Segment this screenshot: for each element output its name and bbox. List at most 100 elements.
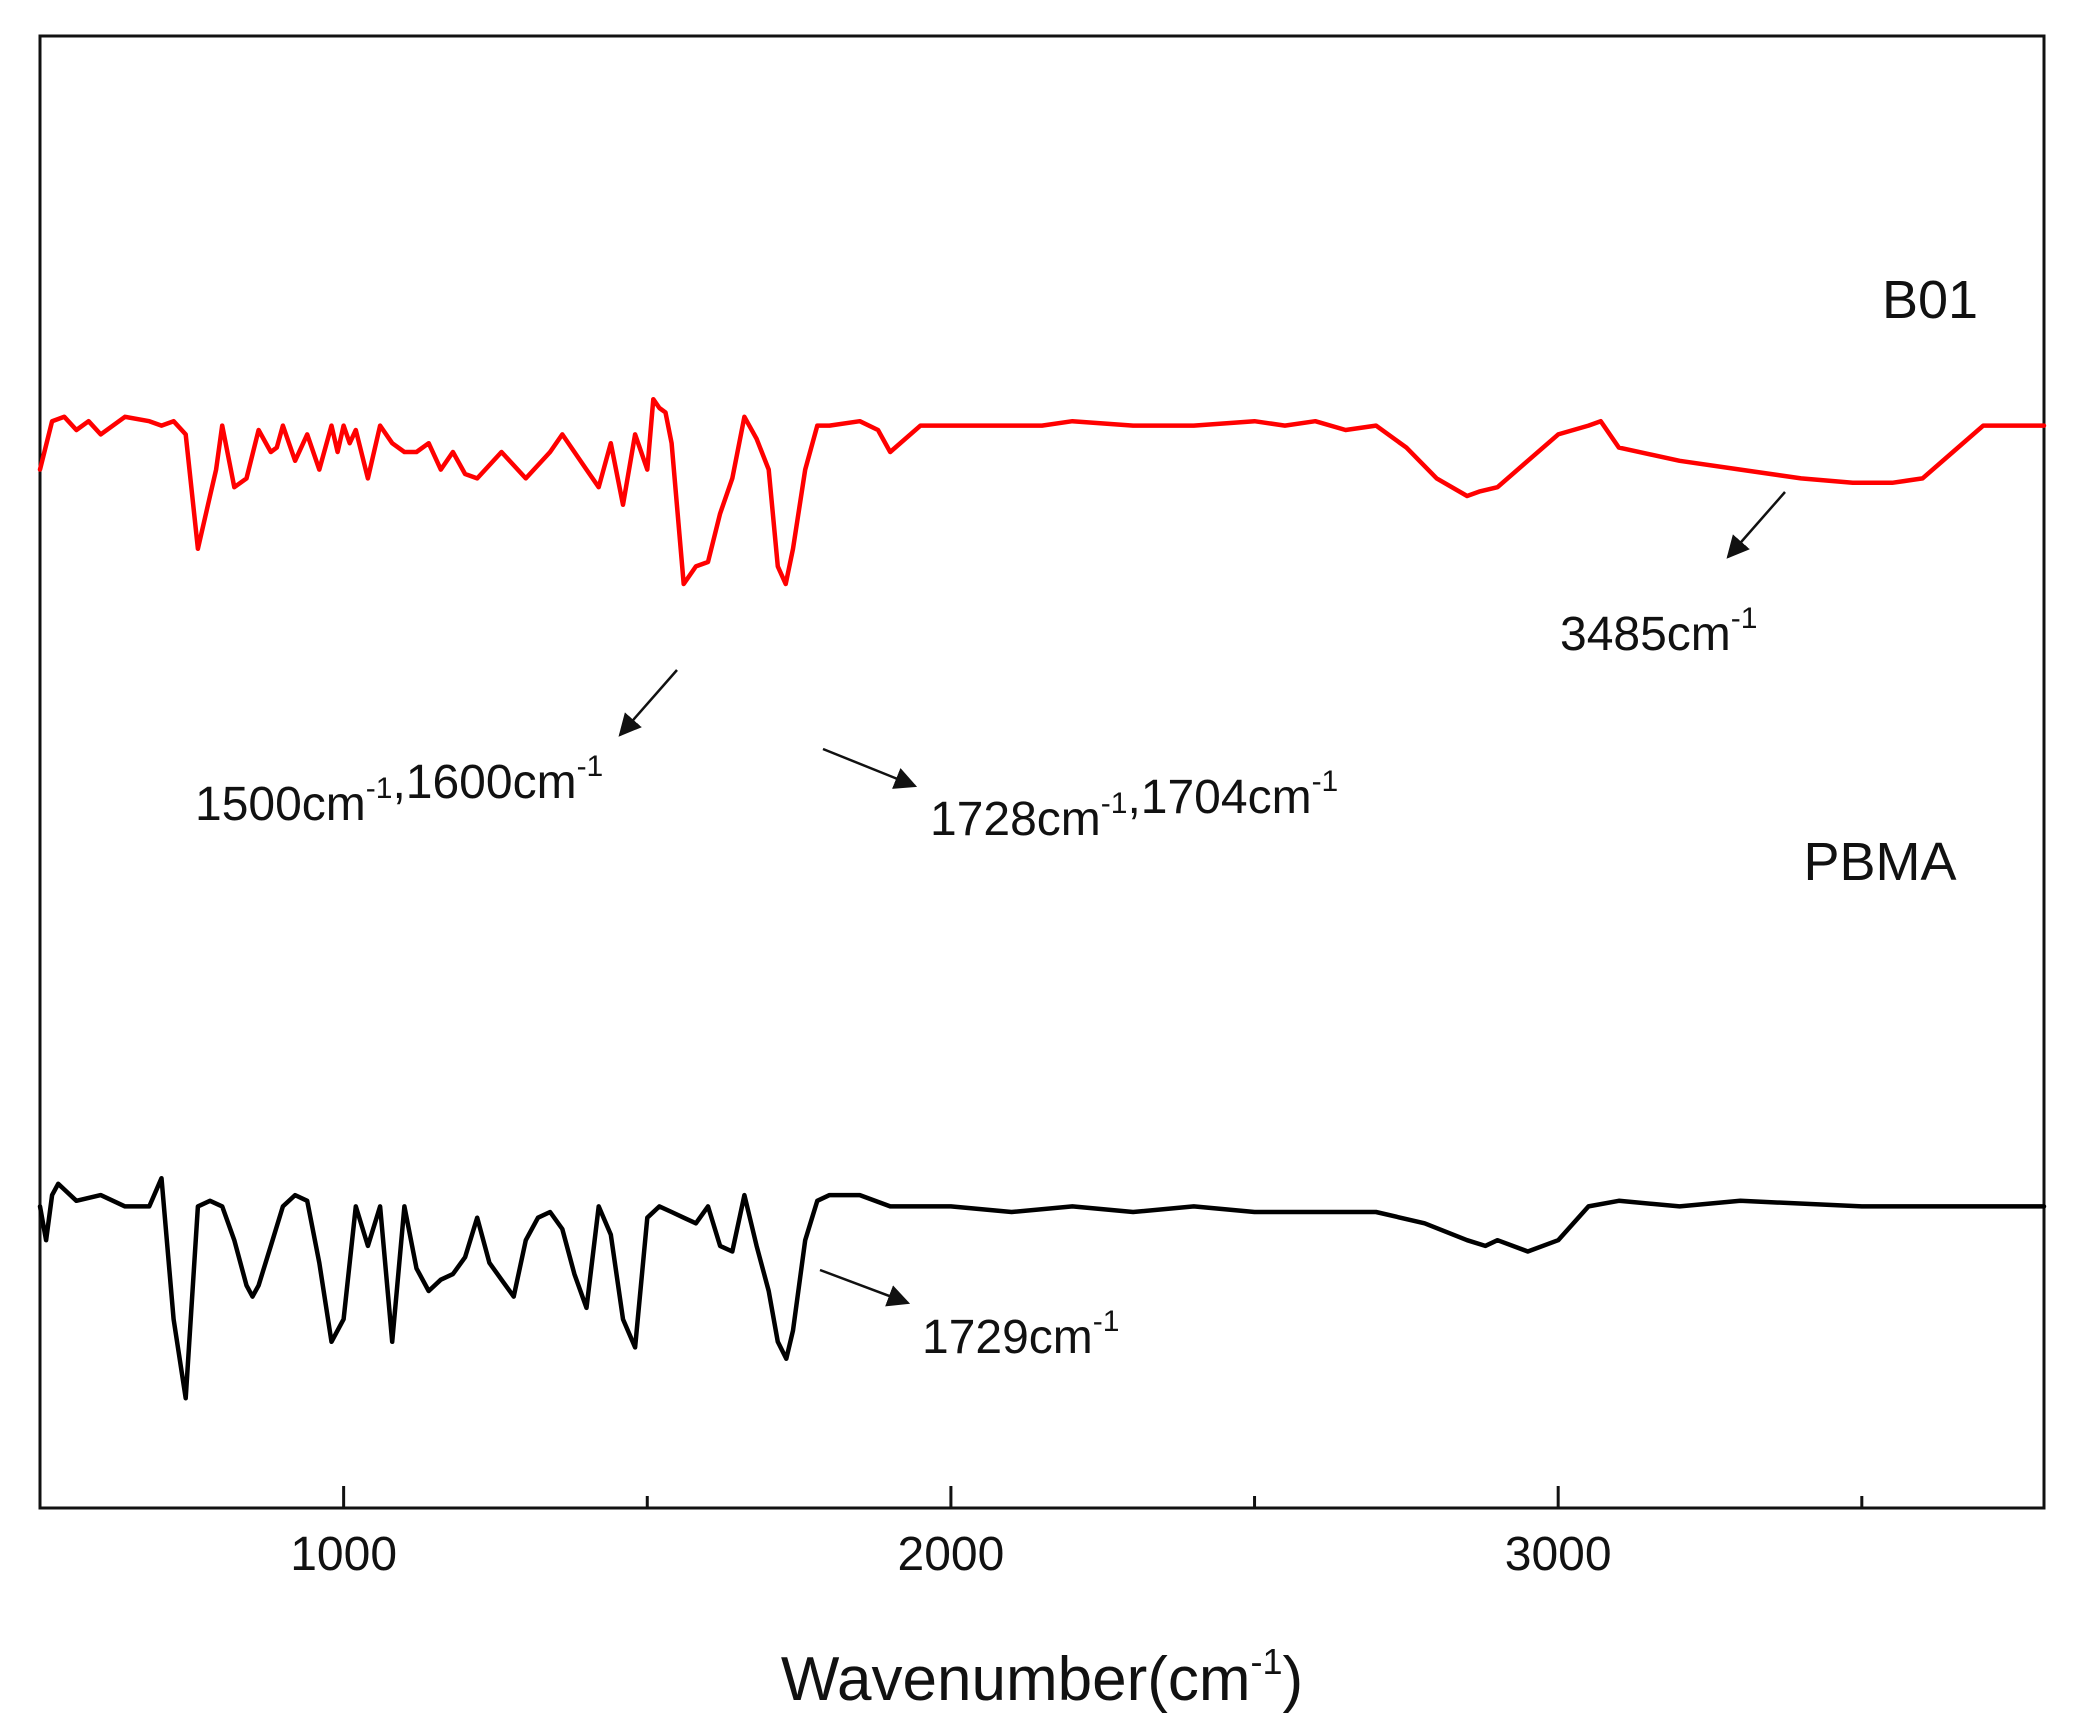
data-point-pbma <box>949 1204 953 1208</box>
x-axis-title-close: ) <box>1283 1645 1304 1714</box>
data-point-b01 <box>1556 432 1560 436</box>
annotation-arrow <box>618 669 678 737</box>
data-point-b01 <box>475 476 479 480</box>
data-point-pbma <box>1617 1199 1621 1203</box>
data-point-pbma <box>172 1317 176 1321</box>
annotation-sup: -1 <box>1731 602 1758 635</box>
data-point-pbma <box>572 1272 576 1276</box>
data-point-b01 <box>1496 485 1499 489</box>
data-point-pbma <box>439 1278 443 1282</box>
data-point-b01 <box>730 476 734 480</box>
data-point-b01 <box>232 485 236 489</box>
data-point-pbma <box>427 1289 431 1293</box>
data-point-b01 <box>451 450 455 454</box>
data-point-pbma <box>293 1193 297 1197</box>
data-point-pbma <box>536 1216 540 1220</box>
series-points-b01 <box>38 397 2046 586</box>
data-point-b01 <box>366 476 370 480</box>
data-point-b01 <box>609 441 613 445</box>
annotation-sup: -1 <box>577 750 604 783</box>
data-point-b01 <box>354 428 358 432</box>
plot-frame <box>38 34 2046 1510</box>
data-point-pbma <box>451 1272 455 1276</box>
data-point-pbma <box>378 1204 382 1208</box>
data-point-pbma <box>512 1295 516 1299</box>
data-point-b01 <box>1981 424 1985 428</box>
data-point-pbma <box>1070 1204 1074 1208</box>
annotation-arrow <box>822 747 918 789</box>
data-point-b01 <box>1599 419 1603 423</box>
data-point-b01 <box>1040 424 1044 428</box>
data-point-b01 <box>281 424 285 428</box>
data-point-b01 <box>888 450 892 454</box>
data-point-pbma <box>38 1204 42 1208</box>
data-point-pbma <box>1313 1210 1317 1214</box>
data-point-b01 <box>858 419 862 423</box>
data-point-b01 <box>1131 424 1135 428</box>
annotation-text: 1728cm <box>930 793 1101 846</box>
data-point-b01 <box>1374 424 1378 428</box>
data-point-pbma <box>196 1204 200 1208</box>
data-point-b01 <box>776 564 780 568</box>
data-point-pbma <box>147 1204 151 1208</box>
data-point-b01 <box>348 441 352 445</box>
data-point-pbma <box>317 1261 321 1265</box>
data-point-pbma <box>500 1278 503 1282</box>
data-point-b01 <box>500 450 503 454</box>
data-point-pbma <box>1526 1250 1530 1253</box>
data-point-pbma <box>330 1340 333 1344</box>
data-point-b01 <box>275 446 279 450</box>
data-point-pbma <box>645 1216 649 1220</box>
data-point-pbma <box>548 1210 552 1214</box>
data-point-b01 <box>415 450 418 454</box>
data-point-b01 <box>160 424 163 428</box>
data-point-b01 <box>706 560 710 564</box>
data-point-b01 <box>390 441 394 445</box>
data-point-pbma <box>706 1204 710 1208</box>
annotation-text: 3485cm <box>1560 608 1731 661</box>
data-point-b01 <box>1738 468 1742 472</box>
data-point-b01 <box>220 424 224 428</box>
data-point-b01 <box>427 441 431 445</box>
data-point-b01 <box>196 547 200 551</box>
data-point-pbma <box>257 1283 261 1287</box>
data-point-b01 <box>257 428 261 432</box>
data-point-pbma <box>1556 1238 1560 1242</box>
data-point-pbma <box>269 1244 273 1248</box>
data-point-b01 <box>245 476 248 480</box>
data-point-pbma <box>50 1193 54 1197</box>
data-point-pbma <box>1483 1244 1487 1248</box>
annotation-text: ,1704cm <box>1127 771 1311 824</box>
annotation-label: 1500cm-1,1600cm-1 <box>195 750 603 831</box>
x-tick-label: 2000 <box>898 1528 1005 1581</box>
series-group <box>37 396 2047 1401</box>
data-point-pbma <box>1496 1238 1499 1242</box>
data-point-b01 <box>62 415 66 419</box>
data-point-pbma <box>585 1306 588 1310</box>
data-point-b01 <box>682 582 686 586</box>
annotation-text: 1729cm <box>922 1311 1093 1364</box>
data-point-pbma <box>220 1204 224 1208</box>
data-point-b01 <box>1617 446 1621 450</box>
data-point-b01 <box>1799 476 1803 480</box>
data-point-pbma <box>888 1204 892 1208</box>
data-point-b01 <box>1070 419 1074 423</box>
data-point-pbma <box>784 1357 788 1361</box>
data-point-b01 <box>524 476 528 480</box>
legend-label-b01: B01 <box>1882 270 1978 330</box>
data-point-pbma <box>1253 1210 1256 1214</box>
data-point-pbma <box>390 1340 394 1344</box>
data-point-b01 <box>1404 446 1408 450</box>
data-point-b01 <box>767 468 771 472</box>
data-point-pbma <box>621 1317 625 1321</box>
data-point-pbma <box>1374 1210 1378 1214</box>
data-point-b01 <box>147 419 151 423</box>
data-point-b01 <box>1890 481 1894 485</box>
data-point-b01 <box>1477 490 1481 494</box>
data-point-b01 <box>1192 424 1196 428</box>
data-point-pbma <box>730 1250 734 1253</box>
data-point-b01 <box>784 582 788 586</box>
data-point-pbma <box>184 1396 188 1400</box>
data-point-b01 <box>919 424 922 428</box>
